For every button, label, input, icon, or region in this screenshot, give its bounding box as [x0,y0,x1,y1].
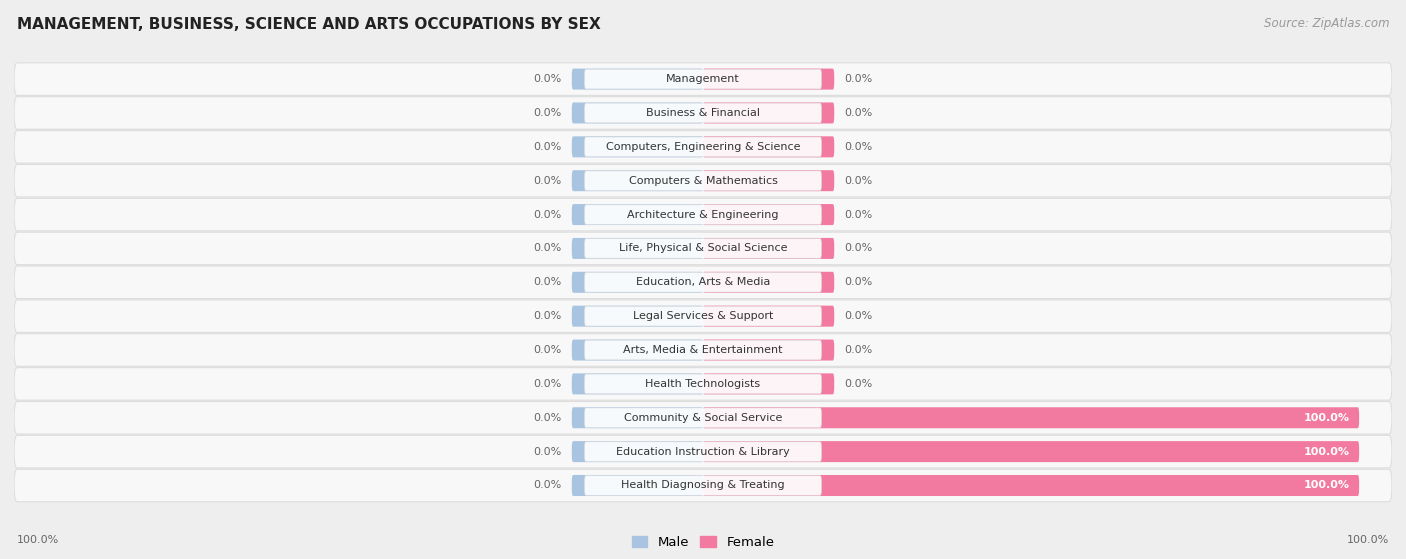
FancyBboxPatch shape [585,306,821,326]
FancyBboxPatch shape [703,102,834,124]
FancyBboxPatch shape [585,476,821,495]
Text: MANAGEMENT, BUSINESS, SCIENCE AND ARTS OCCUPATIONS BY SEX: MANAGEMENT, BUSINESS, SCIENCE AND ARTS O… [17,17,600,32]
Text: 100.0%: 100.0% [17,535,59,545]
Text: 0.0%: 0.0% [534,447,562,457]
FancyBboxPatch shape [585,374,821,394]
FancyBboxPatch shape [703,272,834,293]
Text: 0.0%: 0.0% [844,176,872,186]
Text: 0.0%: 0.0% [534,277,562,287]
FancyBboxPatch shape [14,300,1392,333]
Text: 0.0%: 0.0% [534,413,562,423]
Text: Management: Management [666,74,740,84]
Text: Source: ZipAtlas.com: Source: ZipAtlas.com [1264,17,1389,30]
Text: 0.0%: 0.0% [534,311,562,321]
FancyBboxPatch shape [585,239,821,258]
Text: 0.0%: 0.0% [534,142,562,152]
Text: 0.0%: 0.0% [534,108,562,118]
FancyBboxPatch shape [585,408,821,428]
FancyBboxPatch shape [14,469,1392,502]
FancyBboxPatch shape [14,97,1392,129]
FancyBboxPatch shape [14,232,1392,264]
Text: 0.0%: 0.0% [534,345,562,355]
Text: 0.0%: 0.0% [534,481,562,490]
Text: Education, Arts & Media: Education, Arts & Media [636,277,770,287]
FancyBboxPatch shape [572,136,703,157]
Text: 0.0%: 0.0% [534,210,562,220]
Text: Legal Services & Support: Legal Services & Support [633,311,773,321]
Text: 0.0%: 0.0% [844,379,872,389]
Text: Computers & Mathematics: Computers & Mathematics [628,176,778,186]
FancyBboxPatch shape [585,442,821,461]
Text: Architecture & Engineering: Architecture & Engineering [627,210,779,220]
Text: 100.0%: 100.0% [1303,447,1350,457]
FancyBboxPatch shape [572,170,703,191]
FancyBboxPatch shape [703,69,834,89]
Text: 0.0%: 0.0% [844,142,872,152]
FancyBboxPatch shape [703,238,834,259]
FancyBboxPatch shape [703,373,834,395]
FancyBboxPatch shape [572,69,703,89]
FancyBboxPatch shape [703,408,1360,428]
Text: Arts, Media & Entertainment: Arts, Media & Entertainment [623,345,783,355]
Text: Community & Social Service: Community & Social Service [624,413,782,423]
FancyBboxPatch shape [572,272,703,293]
Text: Health Diagnosing & Treating: Health Diagnosing & Treating [621,481,785,490]
FancyBboxPatch shape [703,475,1360,496]
FancyBboxPatch shape [585,69,821,89]
Text: 0.0%: 0.0% [844,74,872,84]
Text: Health Technologists: Health Technologists [645,379,761,389]
Text: 0.0%: 0.0% [844,277,872,287]
FancyBboxPatch shape [572,306,703,326]
FancyBboxPatch shape [572,475,703,496]
FancyBboxPatch shape [14,131,1392,163]
FancyBboxPatch shape [703,339,834,361]
FancyBboxPatch shape [572,441,703,462]
FancyBboxPatch shape [585,171,821,191]
Text: 100.0%: 100.0% [1303,413,1350,423]
FancyBboxPatch shape [14,266,1392,299]
Text: 100.0%: 100.0% [1303,481,1350,490]
Text: 0.0%: 0.0% [534,243,562,253]
Text: 0.0%: 0.0% [844,311,872,321]
Text: 0.0%: 0.0% [534,379,562,389]
Text: Computers, Engineering & Science: Computers, Engineering & Science [606,142,800,152]
Legend: Male, Female: Male, Female [626,530,780,554]
FancyBboxPatch shape [14,401,1392,434]
Text: 0.0%: 0.0% [844,108,872,118]
FancyBboxPatch shape [585,103,821,123]
FancyBboxPatch shape [572,238,703,259]
Text: Business & Financial: Business & Financial [645,108,761,118]
FancyBboxPatch shape [572,373,703,395]
Text: 0.0%: 0.0% [844,243,872,253]
Text: 0.0%: 0.0% [534,74,562,84]
FancyBboxPatch shape [703,136,834,157]
FancyBboxPatch shape [703,204,834,225]
FancyBboxPatch shape [585,272,821,292]
FancyBboxPatch shape [14,164,1392,197]
FancyBboxPatch shape [14,63,1392,96]
FancyBboxPatch shape [14,198,1392,231]
FancyBboxPatch shape [703,170,834,191]
Text: 100.0%: 100.0% [1347,535,1389,545]
Text: 0.0%: 0.0% [844,345,872,355]
FancyBboxPatch shape [14,334,1392,366]
FancyBboxPatch shape [14,368,1392,400]
FancyBboxPatch shape [572,102,703,124]
Text: 0.0%: 0.0% [534,176,562,186]
Text: Education Instruction & Library: Education Instruction & Library [616,447,790,457]
FancyBboxPatch shape [703,306,834,326]
FancyBboxPatch shape [703,441,1360,462]
Text: Life, Physical & Social Science: Life, Physical & Social Science [619,243,787,253]
Text: 0.0%: 0.0% [844,210,872,220]
FancyBboxPatch shape [572,339,703,361]
FancyBboxPatch shape [14,435,1392,468]
FancyBboxPatch shape [572,204,703,225]
FancyBboxPatch shape [572,408,703,428]
FancyBboxPatch shape [585,137,821,157]
FancyBboxPatch shape [585,205,821,224]
FancyBboxPatch shape [585,340,821,360]
